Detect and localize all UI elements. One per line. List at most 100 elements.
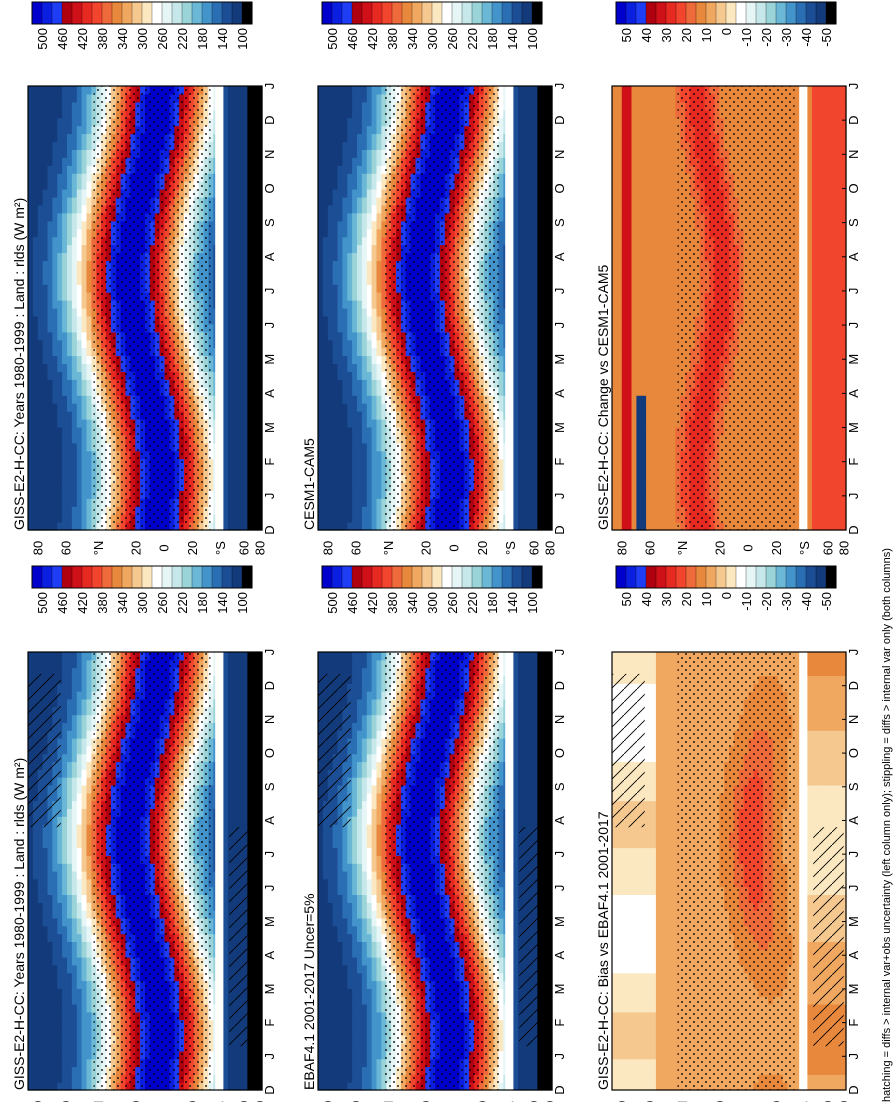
heatmap-cell	[86, 450, 92, 460]
heatmap-cell	[76, 808, 83, 817]
heatmap-cell	[32, 1019, 39, 1028]
heatmap-cell	[208, 722, 214, 731]
heatmap-cell	[81, 86, 88, 95]
heatmap-cell	[81, 466, 88, 476]
heatmap-cell	[257, 730, 263, 739]
heatmap-cell	[76, 141, 83, 150]
heatmap-cell	[52, 434, 58, 444]
heatmap-cell	[76, 988, 83, 997]
heatmap-cell	[252, 714, 258, 723]
colorbar-swatch	[231, 565, 243, 589]
heatmap-cell	[57, 871, 63, 880]
heatmap-cell	[257, 925, 263, 935]
heatmap-cell	[32, 411, 39, 420]
heatmap-cell	[67, 434, 73, 444]
heatmap-cell	[81, 1027, 88, 1036]
heatmap-cell	[47, 506, 53, 515]
heatmap-cell	[52, 165, 58, 174]
heatmap-cell	[62, 165, 68, 174]
heatmap-cell	[32, 149, 39, 158]
heatmap-cell	[47, 988, 53, 997]
heatmap-cell	[208, 1058, 214, 1068]
heatmap-cell	[37, 824, 44, 833]
heatmap-cell	[52, 133, 58, 143]
heatmap-cell	[42, 458, 49, 468]
heatmap-cell	[237, 1074, 244, 1083]
heatmap-cell	[28, 972, 34, 982]
heatmap-cell	[52, 149, 58, 158]
heatmap-cell	[81, 141, 88, 150]
heatmap-cell	[37, 323, 44, 333]
heatmap-cell	[42, 839, 49, 849]
heatmap-cell	[223, 824, 229, 833]
heatmap-cell	[71, 204, 78, 214]
x-tick-label: J	[262, 851, 277, 858]
heatmap-cell	[67, 753, 73, 763]
heatmap-cell	[42, 260, 49, 269]
heatmap-cell	[227, 683, 234, 692]
heatmap-cell	[62, 204, 68, 214]
heatmap-cell	[242, 706, 248, 716]
heatmap-cell	[47, 1066, 53, 1075]
heatmap-cell	[37, 474, 44, 483]
heatmap-cell	[42, 1050, 49, 1060]
heatmap-cell	[57, 220, 63, 230]
heatmap-cell	[247, 808, 253, 817]
heatmap-cell	[86, 910, 92, 919]
heatmap-cell	[81, 652, 88, 661]
heatmap-cell	[71, 236, 78, 246]
heatmap-cell	[71, 498, 78, 507]
heatmap-cell	[208, 395, 214, 404]
heatmap-cell	[57, 117, 63, 127]
heatmap-cell	[76, 964, 83, 974]
heatmap-cell	[208, 917, 214, 927]
heatmap-cell	[28, 1035, 34, 1044]
heatmap-cell	[208, 659, 214, 669]
heatmap-cell	[227, 816, 234, 825]
heatmap-cell	[32, 917, 39, 927]
heatmap-cell	[208, 284, 214, 293]
heatmap-cell	[37, 1011, 44, 1021]
heatmap-cell	[71, 86, 78, 95]
heatmap-cell	[57, 1019, 63, 1028]
heatmap-cell	[76, 706, 83, 716]
heatmap-cell	[247, 745, 253, 755]
heatmap-cell	[62, 1011, 68, 1021]
heatmap-cell	[32, 667, 39, 676]
heatmap-cell	[71, 141, 78, 150]
heatmap-cell	[76, 109, 83, 119]
heatmap-cell	[223, 878, 229, 888]
heatmap-cell	[42, 450, 49, 460]
heatmap-cell	[57, 466, 63, 476]
heatmap-cell	[81, 323, 88, 333]
heatmap-cell	[37, 466, 44, 476]
heatmap-cell	[37, 506, 44, 515]
heatmap-cell	[52, 125, 58, 135]
heatmap-cell	[227, 722, 234, 731]
heatmap-cell	[237, 785, 244, 794]
heatmap-cell	[62, 714, 68, 723]
heatmap-cell	[62, 972, 68, 982]
heatmap-cell	[57, 957, 63, 966]
heatmap-cell	[57, 522, 63, 531]
heatmap-cell	[28, 855, 34, 864]
heatmap-cell	[47, 917, 53, 927]
heatmap-cell	[86, 117, 92, 127]
heatmap-cell	[67, 181, 73, 190]
heatmap-cell	[86, 738, 92, 747]
heatmap-cell	[47, 980, 53, 989]
heatmap-cell	[52, 1058, 58, 1068]
heatmap-cell	[71, 777, 78, 786]
heatmap-cell	[47, 268, 53, 277]
heatmap-cell	[223, 769, 229, 778]
heatmap-cell	[76, 419, 83, 428]
heatmap-cell	[257, 1027, 263, 1036]
heatmap-cell	[71, 1019, 78, 1028]
heatmap-cell	[227, 730, 234, 739]
heatmap-cell	[67, 522, 73, 531]
heatmap-cell	[252, 730, 258, 739]
heatmap-cell	[208, 1004, 214, 1013]
colorbar-swatch	[111, 565, 123, 589]
heatmap-cell	[237, 691, 244, 700]
heatmap-cell	[62, 675, 68, 684]
